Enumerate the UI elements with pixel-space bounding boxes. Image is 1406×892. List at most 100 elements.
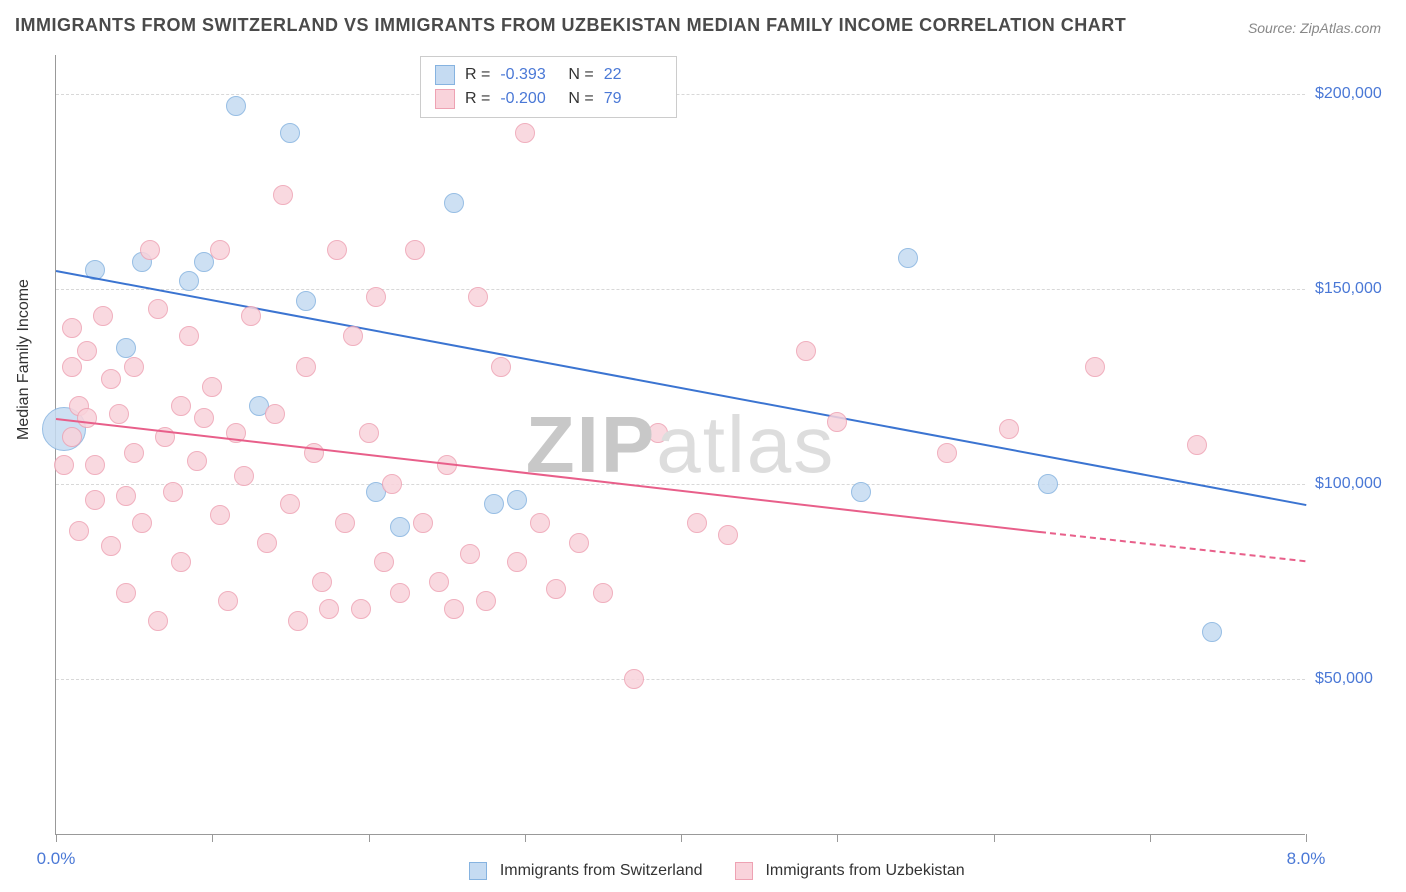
data-point <box>54 455 74 475</box>
data-point <box>390 517 410 537</box>
data-point <box>280 123 300 143</box>
legend-swatch-0 <box>435 65 455 85</box>
x-tick-mark <box>525 834 526 842</box>
data-point <box>265 404 285 424</box>
data-point <box>351 599 371 619</box>
n-value-0: 22 <box>604 63 662 87</box>
data-point <box>444 599 464 619</box>
data-point <box>507 490 527 510</box>
data-point <box>109 404 129 424</box>
legend-stats: R = -0.393 N = 22 R = -0.200 N = 79 <box>420 56 677 118</box>
data-point <box>101 369 121 389</box>
data-point <box>116 486 136 506</box>
x-tick-mark <box>1306 834 1307 842</box>
data-point <box>593 583 613 603</box>
data-point <box>999 419 1019 439</box>
data-point <box>85 490 105 510</box>
data-point <box>124 357 144 377</box>
data-point <box>148 611 168 631</box>
legend-bottom-swatch-0 <box>469 862 487 880</box>
x-tick-mark <box>681 834 682 842</box>
legend-swatch-1 <box>435 89 455 109</box>
data-point <box>460 544 480 564</box>
data-point <box>476 591 496 611</box>
data-point <box>530 513 550 533</box>
data-point <box>484 494 504 514</box>
data-point <box>296 291 316 311</box>
data-point <box>390 583 410 603</box>
data-point <box>202 377 222 397</box>
data-point <box>163 482 183 502</box>
data-point <box>257 533 277 553</box>
data-point <box>226 96 246 116</box>
data-point <box>335 513 355 533</box>
data-point <box>366 287 386 307</box>
data-point <box>546 579 566 599</box>
data-point <box>69 521 89 541</box>
data-point <box>429 572 449 592</box>
data-point <box>1202 622 1222 642</box>
trend-line <box>56 418 1041 533</box>
data-point <box>171 396 191 416</box>
legend-stats-row-1: R = -0.200 N = 79 <box>435 87 662 111</box>
data-point <box>374 552 394 572</box>
data-point <box>62 357 82 377</box>
data-point <box>62 318 82 338</box>
gridline <box>56 289 1305 290</box>
x-tick-mark <box>369 834 370 842</box>
data-point <box>77 408 97 428</box>
x-tick-mark <box>1150 834 1151 842</box>
data-point <box>210 240 230 260</box>
y-axis-label: Median Family Income <box>15 279 33 440</box>
data-point <box>898 248 918 268</box>
legend-bottom-label-1: Immigrants from Uzbekistan <box>765 862 964 879</box>
data-point <box>327 240 347 260</box>
y-tick-label: $150,000 <box>1315 280 1400 298</box>
data-point <box>116 338 136 358</box>
data-point <box>140 240 160 260</box>
data-point <box>687 513 707 533</box>
data-point <box>187 451 207 471</box>
data-point <box>515 123 535 143</box>
data-point <box>1085 357 1105 377</box>
data-point <box>210 505 230 525</box>
y-tick-label: $50,000 <box>1315 670 1400 688</box>
data-point <box>1187 435 1207 455</box>
data-point <box>624 669 644 689</box>
r-value-0: -0.393 <box>500 63 558 87</box>
data-point <box>101 536 121 556</box>
data-point <box>273 185 293 205</box>
data-point <box>413 513 433 533</box>
data-point <box>241 306 261 326</box>
n-value-1: 79 <box>604 87 662 111</box>
data-point <box>234 466 254 486</box>
data-point <box>116 583 136 603</box>
legend-stats-row-0: R = -0.393 N = 22 <box>435 63 662 87</box>
data-point <box>296 357 316 377</box>
r-value-1: -0.200 <box>500 87 558 111</box>
data-point <box>194 408 214 428</box>
data-point <box>218 591 238 611</box>
legend-bottom-label-0: Immigrants from Switzerland <box>500 862 703 879</box>
data-point <box>179 326 199 346</box>
data-point <box>312 572 332 592</box>
data-point <box>827 412 847 432</box>
data-point <box>569 533 589 553</box>
trend-line-dashed <box>1040 531 1306 562</box>
data-point <box>77 341 97 361</box>
gridline <box>56 94 1305 95</box>
data-point <box>718 525 738 545</box>
data-point <box>132 513 152 533</box>
data-point <box>468 287 488 307</box>
data-point <box>304 443 324 463</box>
data-point <box>93 306 113 326</box>
data-point <box>405 240 425 260</box>
x-tick-mark <box>837 834 838 842</box>
data-point <box>444 193 464 213</box>
data-point <box>62 427 82 447</box>
data-point <box>507 552 527 572</box>
chart-plot-area: ZIPatlas $50,000$100,000$150,000$200,000… <box>55 55 1305 835</box>
data-point <box>382 474 402 494</box>
source-label: Source: ZipAtlas.com <box>1248 20 1381 36</box>
data-point <box>1038 474 1058 494</box>
